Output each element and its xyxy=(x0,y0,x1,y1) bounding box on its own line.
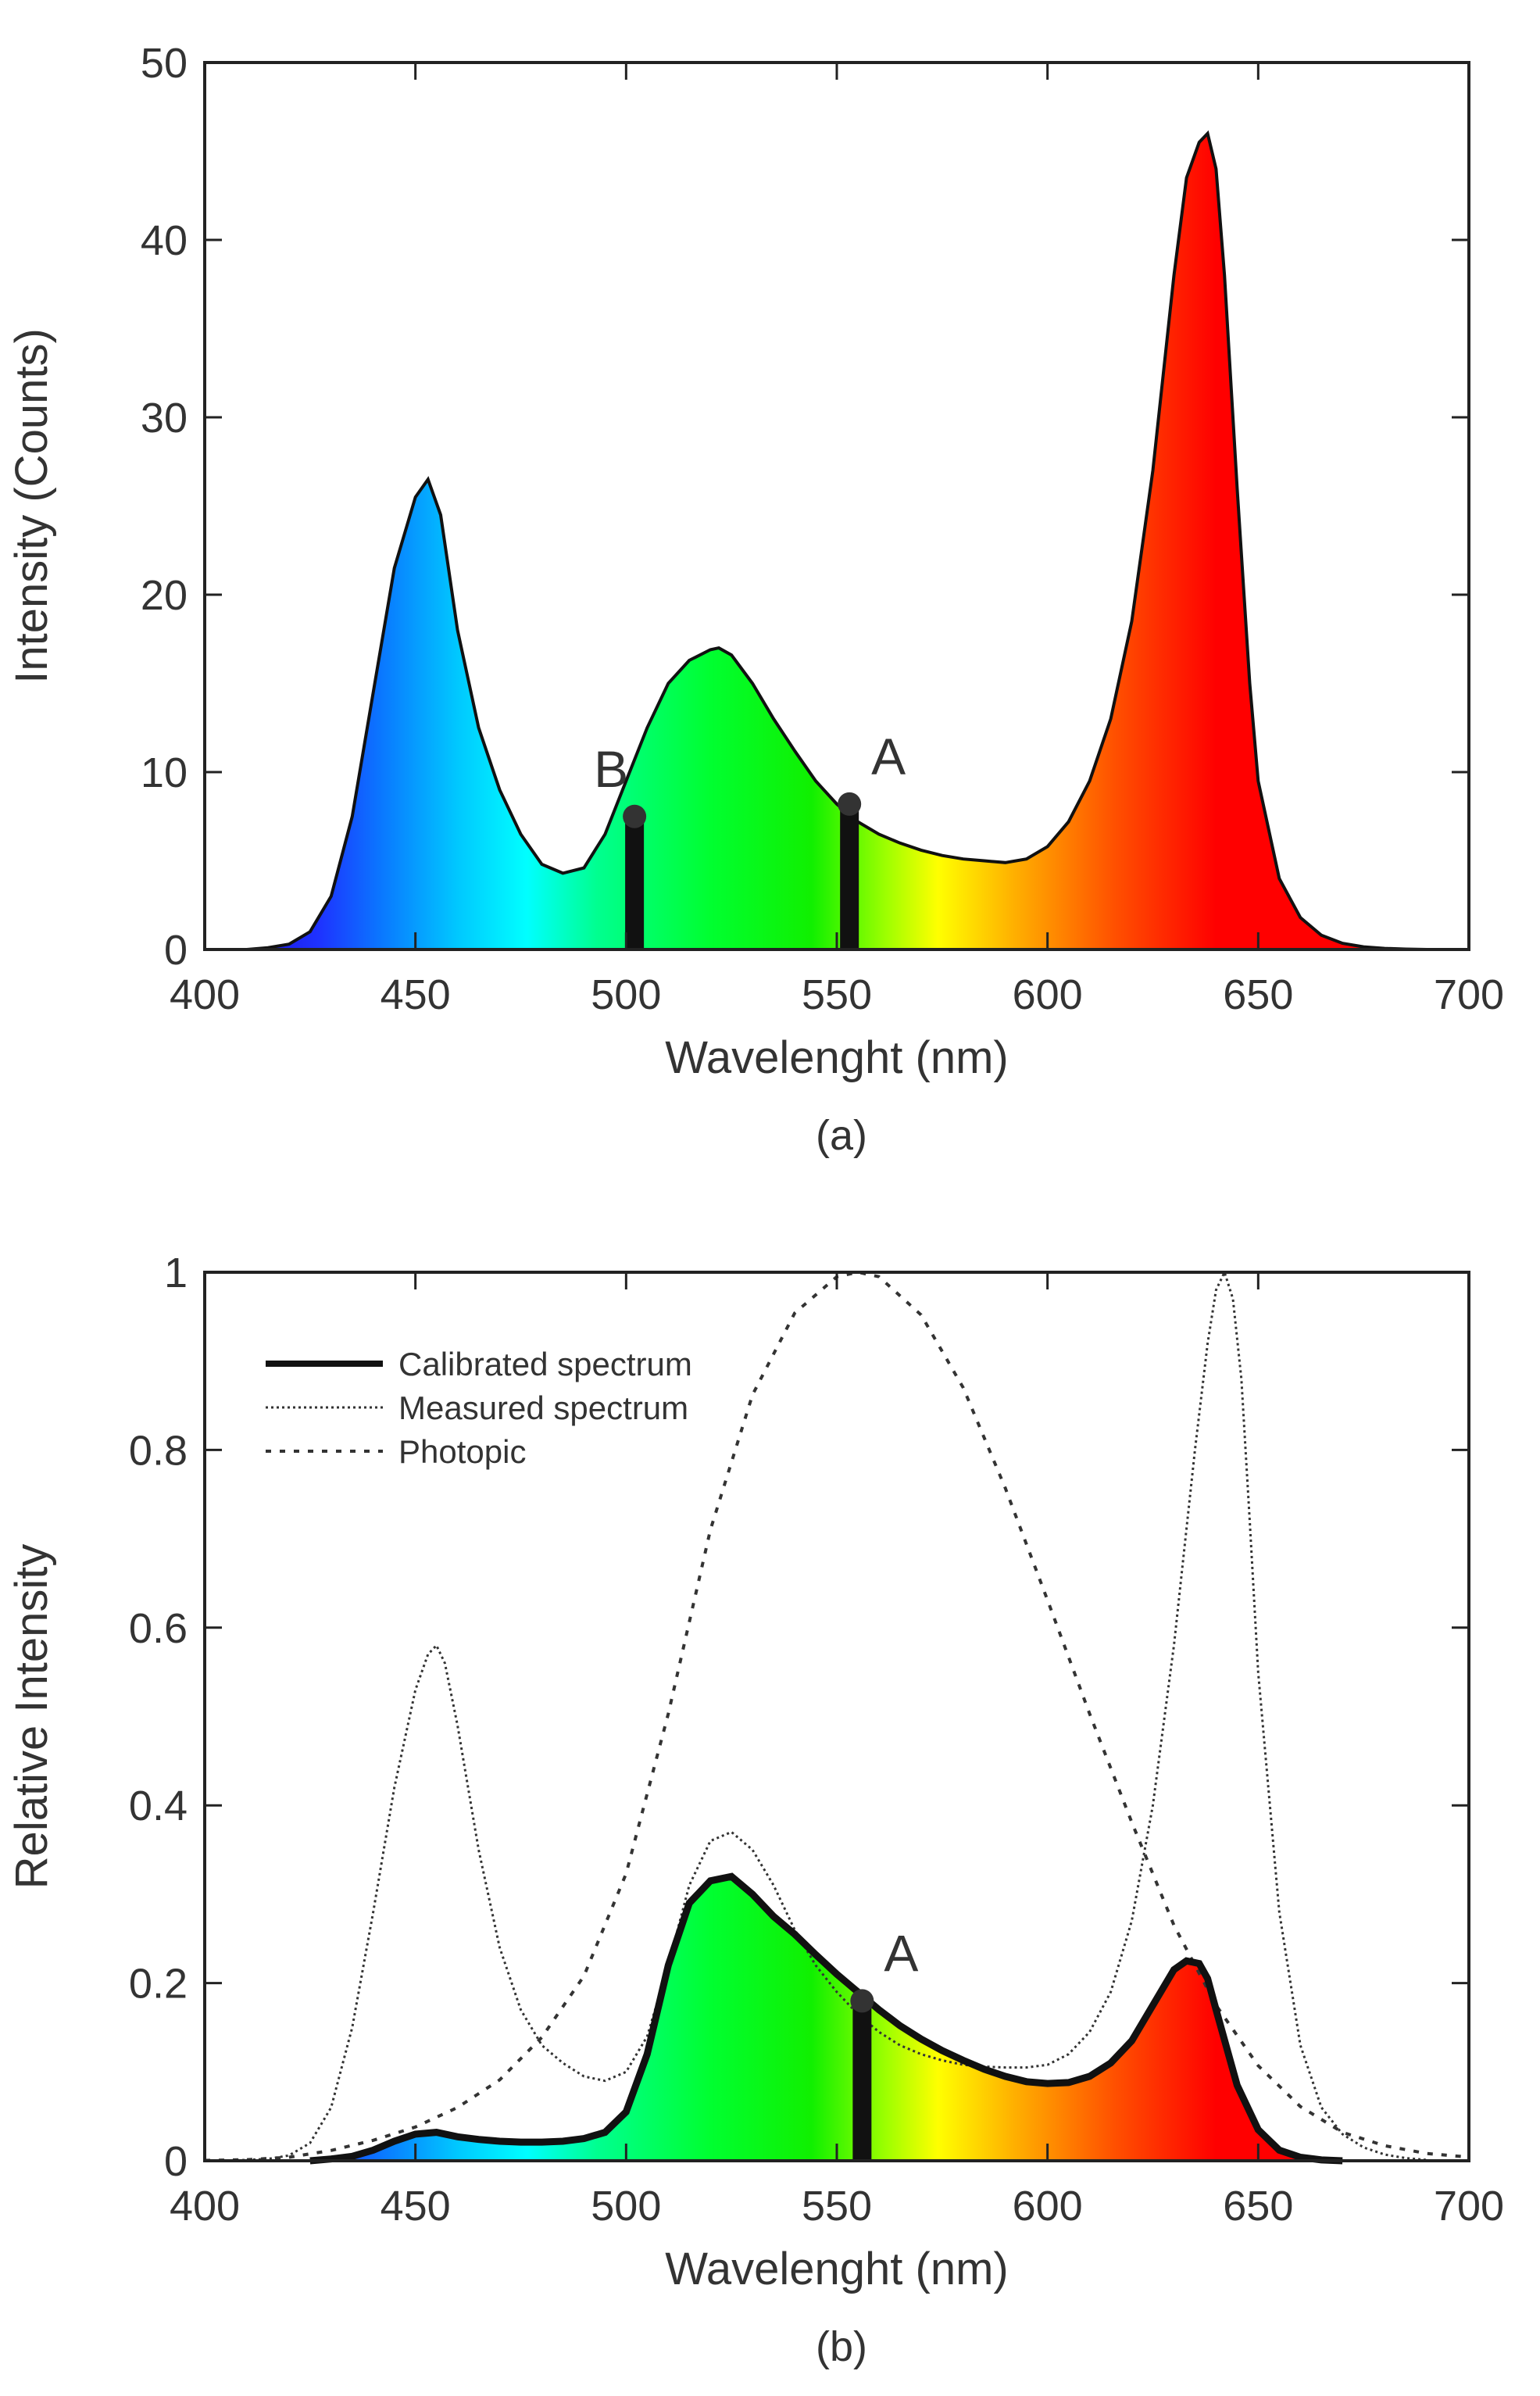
y-tick-label: 0 xyxy=(164,927,188,974)
marker-label-a: A xyxy=(884,1924,918,1982)
marker-dot-a xyxy=(850,1989,874,2013)
measured-spectrum-series-line xyxy=(225,1268,1427,2162)
x-tick-label: 700 xyxy=(1434,971,1504,1018)
x-axis-title: Wavelenght (nm) xyxy=(665,2244,1008,2294)
marker-bar-a xyxy=(840,803,859,949)
legend: Calibrated spectrum Measured spectrum Ph… xyxy=(266,1346,692,1470)
x-axis-title: Wavelenght (nm) xyxy=(665,1032,1008,1083)
x-tick-label: 700 xyxy=(1434,2183,1504,2230)
panel-caption: (b) xyxy=(816,2323,867,2370)
x-tick-label: 500 xyxy=(591,2183,661,2230)
y-tick-label: 0.2 xyxy=(129,1961,188,2008)
x-tick-label: 400 xyxy=(170,971,240,1018)
y-tick-label: 0.6 xyxy=(129,1605,188,1652)
y-tick-label: 1 xyxy=(164,1250,188,1296)
x-tick-label: 450 xyxy=(381,971,451,1018)
y-axis-title: Intensity (Counts) xyxy=(6,328,57,684)
x-tick-label: 600 xyxy=(1013,971,1083,1018)
marker-bar-a xyxy=(852,2001,872,2161)
panel-caption: (a) xyxy=(816,1112,867,1159)
x-tick-label: 400 xyxy=(170,2183,240,2230)
marker-dot-a xyxy=(838,792,862,816)
y-tick-label: 20 xyxy=(141,572,188,619)
y-tick-label: 30 xyxy=(141,395,188,442)
spectrum-area-fill xyxy=(246,133,1427,949)
x-tick-label: 650 xyxy=(1223,2183,1293,2230)
y-tick-label: 0.4 xyxy=(129,1783,188,1829)
y-tick-label: 40 xyxy=(141,217,188,264)
legend-entry-calibrated: Calibrated spectrum xyxy=(398,1346,692,1382)
legend-entry-measured: Measured spectrum xyxy=(398,1389,688,1426)
legend-entry-photopic: Photopic xyxy=(398,1433,526,1470)
y-tick-label: 0.8 xyxy=(129,1427,188,1474)
x-tick-label: 550 xyxy=(802,971,872,1018)
y-tick-label: 0 xyxy=(164,2138,188,2185)
x-tick-label: 550 xyxy=(802,2183,872,2230)
x-tick-label: 450 xyxy=(381,2183,451,2230)
marker-bar-b xyxy=(625,816,645,949)
marker-label-a: A xyxy=(871,728,906,785)
marker-dot-b xyxy=(623,804,647,828)
panel-b: A 400 450 500 550 600 650 700 0 0.2 0.4 0.6 0.8 1 C… xyxy=(6,1250,1504,2370)
x-tick-label: 500 xyxy=(591,971,661,1018)
panel-a: B A 400 450 500 550 600 650 700 0 10 20 30 40 50 Wav… xyxy=(6,40,1504,1159)
calibrated-spectrum-series-line xyxy=(309,1872,1343,2165)
y-tick-label: 50 xyxy=(141,40,188,87)
photopic-series-line xyxy=(204,1270,1470,2162)
y-tick-label: 10 xyxy=(141,749,188,796)
calibrated-spectrum-fill xyxy=(309,1876,1343,2161)
x-tick-label: 650 xyxy=(1223,971,1293,1018)
x-tick-label: 600 xyxy=(1013,2183,1083,2230)
y-axis-title: Relative Intensity xyxy=(6,1544,57,1890)
marker-label-b: B xyxy=(594,740,628,798)
